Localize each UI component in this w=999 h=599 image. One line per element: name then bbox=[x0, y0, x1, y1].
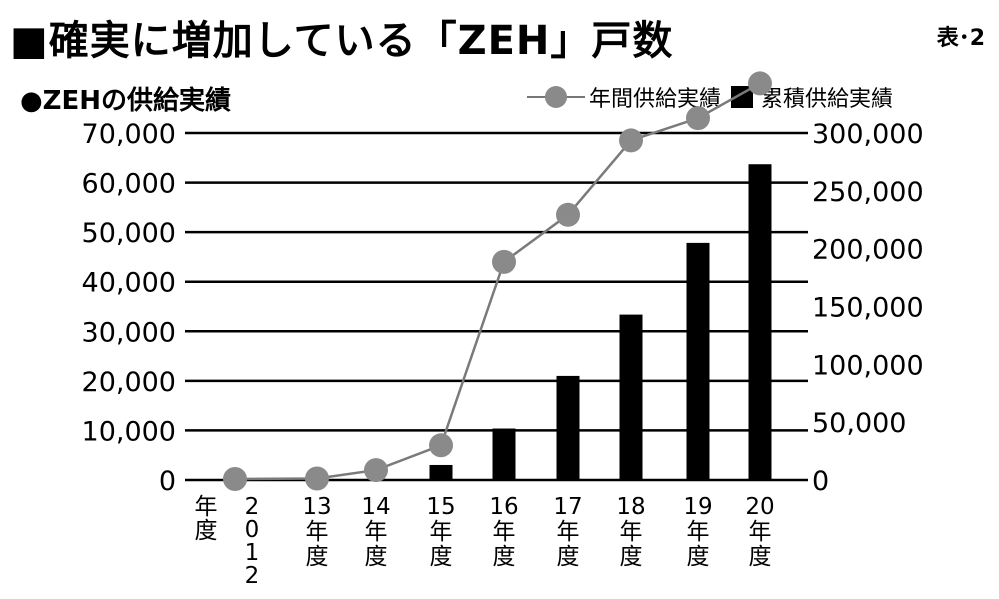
category-label-char: 年 bbox=[430, 519, 453, 545]
annual-data-point bbox=[223, 467, 247, 492]
page-title: ■確実に増加している「ZEH」戸数 bbox=[10, 18, 674, 64]
annual-data-point bbox=[619, 128, 643, 153]
category-label-char: 年 bbox=[493, 519, 516, 545]
category-label-char: 年 bbox=[306, 519, 329, 545]
category-label-number: 17 bbox=[553, 494, 582, 520]
left-axis-ticks: 0 10,000 20,000 30,000 40,000 50,000 60,000 70,… bbox=[82, 119, 176, 497]
category-label-char: 度 bbox=[749, 544, 772, 570]
annual-data-point bbox=[429, 433, 453, 458]
category-label-number: 15 bbox=[426, 494, 455, 520]
right-axis-tick-label: 0 bbox=[812, 466, 829, 497]
category-label-char: 年 bbox=[195, 494, 218, 520]
annual-data-point bbox=[556, 202, 580, 227]
category-label-char: 年 bbox=[557, 519, 580, 545]
annual-data-point bbox=[305, 466, 329, 491]
category-label-char: 度 bbox=[687, 544, 710, 570]
category-label-char: 度 bbox=[430, 544, 453, 570]
category-label-number: 19 bbox=[683, 494, 712, 520]
category-label-char: 度 bbox=[195, 518, 218, 544]
cumulative-bar bbox=[619, 314, 643, 480]
left-axis-tick-label: 70,000 bbox=[82, 119, 176, 150]
cumulative-bar bbox=[556, 375, 580, 480]
cumulative-bars bbox=[429, 164, 772, 481]
right-axis-tick-label: 250,000 bbox=[812, 177, 924, 208]
category-label-number: 20 bbox=[745, 494, 774, 520]
cumulative-bar bbox=[686, 242, 710, 480]
category-label-char: 度 bbox=[493, 544, 516, 570]
category-label-char: 0 bbox=[245, 517, 260, 543]
left-axis-tick-label: 60,000 bbox=[82, 169, 176, 200]
category-label-number: 16 bbox=[489, 494, 518, 520]
right-axis-tick-label: 200,000 bbox=[812, 235, 924, 266]
category-label-char: 2 bbox=[245, 563, 260, 589]
legend-label-cumulative: 累積供給実績 bbox=[761, 87, 894, 112]
cumulative-bar bbox=[429, 464, 453, 480]
chart-title: ●ZEHの供給実績 bbox=[20, 86, 232, 116]
category-label-number: 13 bbox=[302, 494, 331, 520]
category-label-char: 年 bbox=[620, 519, 643, 545]
annual-line-series bbox=[223, 71, 772, 492]
category-label-char: 2 bbox=[245, 494, 260, 520]
legend-line-marker-icon bbox=[527, 85, 585, 109]
cumulative-bar bbox=[492, 428, 516, 480]
category-label-number: 14 bbox=[361, 494, 390, 520]
right-axis-tick-label: 100,000 bbox=[812, 350, 924, 381]
left-axis-tick-label: 0 bbox=[159, 466, 176, 497]
category-label-char: 度 bbox=[620, 544, 643, 570]
left-axis-tick-label: 10,000 bbox=[82, 416, 176, 447]
annual-data-point bbox=[492, 249, 516, 274]
category-label-number: 18 bbox=[616, 494, 645, 520]
left-axis-tick-label: 40,000 bbox=[82, 268, 176, 299]
annual-data-point bbox=[364, 458, 388, 483]
category-label-char: 年 bbox=[749, 519, 772, 545]
cumulative-bar bbox=[748, 164, 772, 481]
left-axis-tick-label: 30,000 bbox=[82, 317, 176, 348]
category-label-char: 度 bbox=[306, 544, 329, 570]
right-axis-tick-label: 150,000 bbox=[812, 293, 924, 324]
right-axis-tick-label: 300,000 bbox=[812, 119, 924, 150]
gridlines bbox=[185, 131, 808, 482]
category-label-char: 年 bbox=[687, 519, 710, 545]
right-axis-ticks: 0 50,000 100,000 150,000 200,000 250,000 300,0… bbox=[812, 119, 924, 497]
left-axis-tick-label: 20,000 bbox=[82, 367, 176, 398]
category-label-char: 1 bbox=[245, 540, 260, 566]
table-number: 表･2 bbox=[936, 26, 985, 51]
right-axis-tick-label: 50,000 bbox=[812, 408, 906, 439]
category-label-char: 度 bbox=[365, 544, 388, 570]
category-label-char: 度 bbox=[557, 544, 580, 570]
category-label-char: 年 bbox=[365, 519, 388, 545]
annual-data-point bbox=[686, 106, 710, 131]
annual-data-point bbox=[748, 71, 772, 96]
left-axis-tick-label: 50,000 bbox=[82, 218, 176, 249]
